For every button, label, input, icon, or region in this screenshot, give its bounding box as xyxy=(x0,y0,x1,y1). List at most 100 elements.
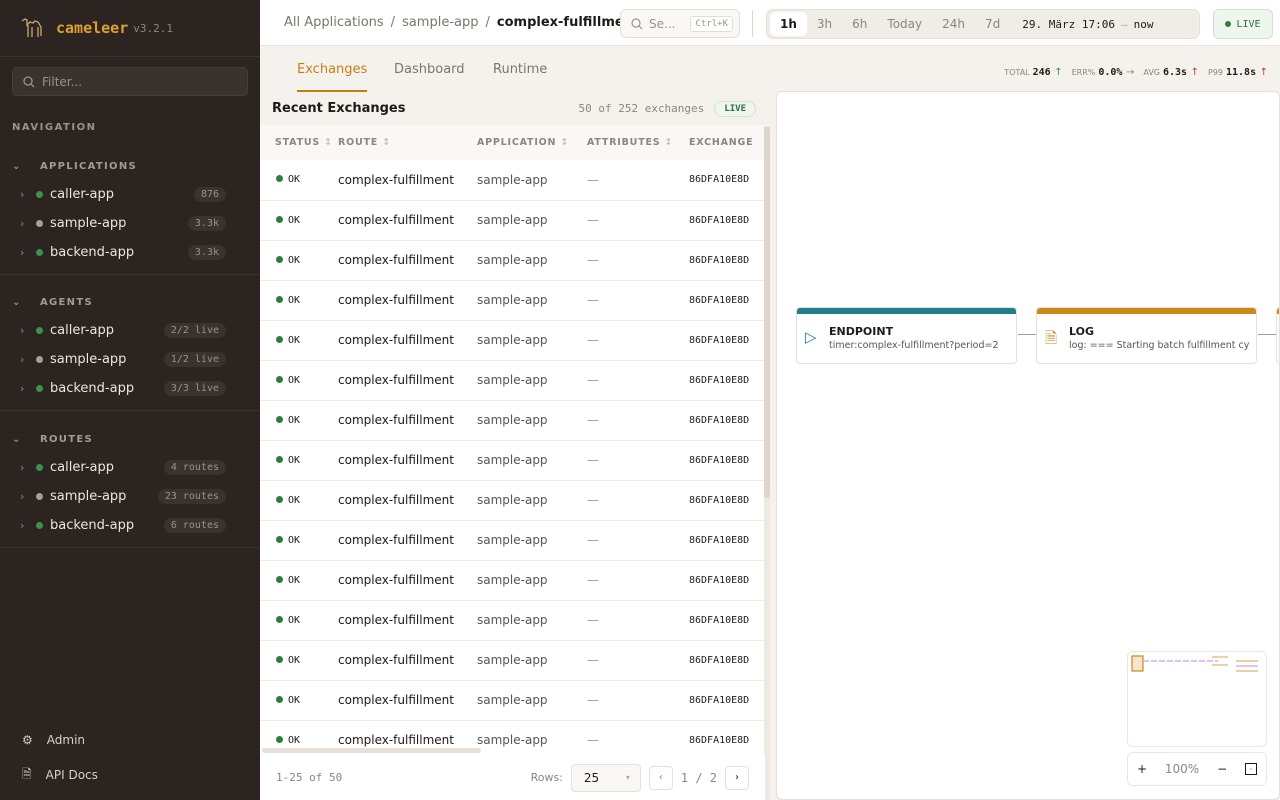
item-label: sample-app xyxy=(50,489,127,504)
status-text: OK xyxy=(288,254,301,266)
fit-view-icon[interactable]: · xyxy=(1245,763,1258,775)
status-text: OK xyxy=(288,174,301,186)
sidebar-item-caller-app[interactable]: › caller-app 2/2 live xyxy=(0,316,260,345)
time-option-7d[interactable]: 7d xyxy=(985,17,1001,31)
table-row[interactable]: OK complex-fulfillment sample-app —86DFA10E… xyxy=(260,560,765,601)
route-cell: complex-fulfillment xyxy=(338,520,477,561)
pagination: 1-25 of 50 Rows: 25 ▾ ‹ 1 / 2 › xyxy=(260,755,765,800)
time-option-3h[interactable]: 3h xyxy=(816,17,833,31)
zoom-out-button[interactable]: − xyxy=(1217,762,1228,776)
section-header[interactable]: ⌄ ROUTES xyxy=(0,425,260,453)
minimap[interactable] xyxy=(1127,651,1267,747)
sidebar-item-caller-app[interactable]: › caller-app 876 xyxy=(0,180,260,209)
table-row[interactable]: OK complex-fulfillment sample-app —86DFA10E… xyxy=(260,480,765,521)
kpi-value: 6.3s xyxy=(1163,67,1188,78)
trend-arrow-icon: → xyxy=(1125,67,1135,78)
next-page-button[interactable]: › xyxy=(725,765,749,790)
exchange-id-cell: 86DFA10E8D xyxy=(689,480,765,521)
sidebar-item-backend-app[interactable]: › backend-app 3.3k xyxy=(0,238,260,267)
table-row[interactable]: OK complex-fulfillment sample-app —86DFA10E… xyxy=(260,360,765,401)
live-toggle[interactable]: LIVE xyxy=(1213,9,1273,39)
exchange-id-cell: 86DFA10E8D xyxy=(689,560,765,601)
exchange-id-cell: 86DFA10E8D xyxy=(689,640,765,681)
status-text: OK xyxy=(288,374,301,386)
column-header-application[interactable]: APPLICATION ↕ xyxy=(477,125,587,160)
table-row[interactable]: OK complex-fulfillment sample-app —86DFA10E… xyxy=(260,640,765,681)
breadcrumb-all-applications[interactable]: All Applications xyxy=(284,15,384,30)
scrollbar-thumb[interactable] xyxy=(764,126,770,498)
table-row[interactable]: OK complex-fulfillment sample-app —86DFA10E… xyxy=(260,440,765,481)
time-range-display[interactable]: 29. März 17:06 — now xyxy=(1022,18,1153,31)
prev-page-button[interactable]: ‹ xyxy=(648,765,673,790)
tab-exchanges[interactable]: Exchanges xyxy=(297,46,368,92)
sidebar-filter-input[interactable]: Filter... xyxy=(12,67,248,96)
sidebar-item-backend-app[interactable]: › backend-app 3/3 live xyxy=(0,374,260,403)
time-option-24h[interactable]: 24h xyxy=(942,17,965,31)
status-text: OK xyxy=(288,454,301,466)
time-option-6h[interactable]: 6h xyxy=(852,17,868,31)
section-title: ROUTES xyxy=(40,433,93,445)
exchange-id-cell: 86DFA10E8D xyxy=(689,720,765,761)
time-range-selector: 1h 3h 6h Today 24h 7d 29. März 17:06 — now xyxy=(766,9,1200,39)
route-cell: complex-fulfillment xyxy=(338,440,477,481)
exchange-id-cell: 86DFA10E8D xyxy=(689,280,765,321)
table-row[interactable]: OK complex-fulfillment sample-app —86DFA10E… xyxy=(260,200,765,241)
status-dot xyxy=(276,575,283,583)
sidebar-item-caller-app[interactable]: › caller-app 4 routes xyxy=(0,453,260,482)
sidebar: cameleer v3.2.1 Filter... NAVIGATION ⌄ AP… xyxy=(0,0,260,800)
section-header[interactable]: ⌄ APPLICATIONS xyxy=(0,152,260,180)
route-cell: complex-fulfillment xyxy=(338,640,477,681)
node-color-bar xyxy=(797,308,1016,314)
node-endpoint[interactable]: ▷ ENDPOINT timer:complex-fulfillment?per… xyxy=(796,307,1017,364)
column-header-exchange[interactable]: EXCHANGE xyxy=(689,125,765,160)
table-row[interactable]: OK complex-fulfillment sample-app —86DFA10E… xyxy=(260,280,765,321)
rows-per-page-select[interactable]: 25 ▾ xyxy=(570,763,641,792)
app-version: v3.2.1 xyxy=(133,21,173,35)
table-row[interactable]: OK complex-fulfillment sample-app —86DFA10E… xyxy=(260,680,765,721)
table-row[interactable]: OK complex-fulfillment sample-app —86DFA10E… xyxy=(260,720,765,761)
sidebar-item-sample-app[interactable]: › sample-app 1/2 live xyxy=(0,345,260,374)
tab-dashboard[interactable]: Dashboard xyxy=(394,62,465,77)
item-label: caller-app xyxy=(50,323,115,338)
table-row[interactable]: OK complex-fulfillment sample-app —86DFA10E… xyxy=(260,600,765,641)
kpi-label: ERR% xyxy=(1071,68,1096,77)
attributes-cell: — xyxy=(587,440,689,481)
vertical-scrollbar[interactable] xyxy=(764,126,770,800)
table-row[interactable]: OK complex-fulfillment sample-app —86DFA10E… xyxy=(260,520,765,561)
status-cell: OK xyxy=(260,200,338,241)
table-row[interactable]: OK complex-fulfillment sample-app —86DFA10E… xyxy=(260,400,765,441)
breadcrumb-app[interactable]: sample-app xyxy=(402,15,479,30)
column-header-route[interactable]: ROUTE ↕ xyxy=(338,125,477,160)
zoom-in-button[interactable]: + xyxy=(1136,762,1147,776)
node-log[interactable]: 🗎 LOG log: === Starting batch fulfillmen… xyxy=(1036,307,1257,364)
table-row[interactable]: OK complex-fulfillment sample-app —86DFA10E… xyxy=(260,320,765,361)
sidebar-api-docs[interactable]: 🗎 API Docs xyxy=(0,758,260,792)
column-header-status[interactable]: STATUS ↕ xyxy=(260,125,338,160)
node-detail: log: === Starting batch fulfillment cy xyxy=(1069,340,1250,351)
status-text: OK xyxy=(288,294,301,306)
sidebar-item-sample-app[interactable]: › sample-app 3.3k xyxy=(0,209,260,238)
zoom-level: 100% xyxy=(1164,762,1200,776)
sidebar-item-sample-app[interactable]: › sample-app 23 routes xyxy=(0,482,260,511)
column-header-attributes[interactable]: ATTRIBUTES ↕ xyxy=(587,125,689,160)
route-diagram[interactable]: ▷ ENDPOINT timer:complex-fulfillment?per… xyxy=(776,91,1280,800)
status-cell: OK xyxy=(260,560,338,601)
horizontal-scrollbar[interactable] xyxy=(262,748,481,753)
search-input[interactable]: Se... Ctrl+K xyxy=(620,9,740,38)
item-label: sample-app xyxy=(50,352,127,367)
logo[interactable]: cameleer v3.2.1 xyxy=(0,0,260,57)
time-option-1h[interactable]: 1h xyxy=(770,12,807,36)
page-indicator: 1 / 2 xyxy=(680,770,717,785)
route-cell: complex-fulfillment xyxy=(338,320,477,361)
time-option-today[interactable]: Today xyxy=(887,17,923,31)
exchanges-title: Recent Exchanges xyxy=(272,101,406,116)
kpi-total: TOTAL 246 ↑ xyxy=(1004,65,1062,78)
table-row[interactable]: OK complex-fulfillment sample-app —86DFA10E… xyxy=(260,240,765,281)
sidebar-admin[interactable]: ⚙ Admin xyxy=(0,723,260,757)
tab-runtime[interactable]: Runtime xyxy=(493,62,548,77)
section-header[interactable]: ⌄ AGENTS xyxy=(0,288,260,316)
api-docs-label: API Docs xyxy=(45,768,98,782)
sidebar-item-backend-app[interactable]: › backend-app 6 routes xyxy=(0,511,260,540)
node-next[interactable] xyxy=(1276,307,1279,364)
table-row[interactable]: OK complex-fulfillment sample-app —86DFA10E… xyxy=(260,160,765,201)
